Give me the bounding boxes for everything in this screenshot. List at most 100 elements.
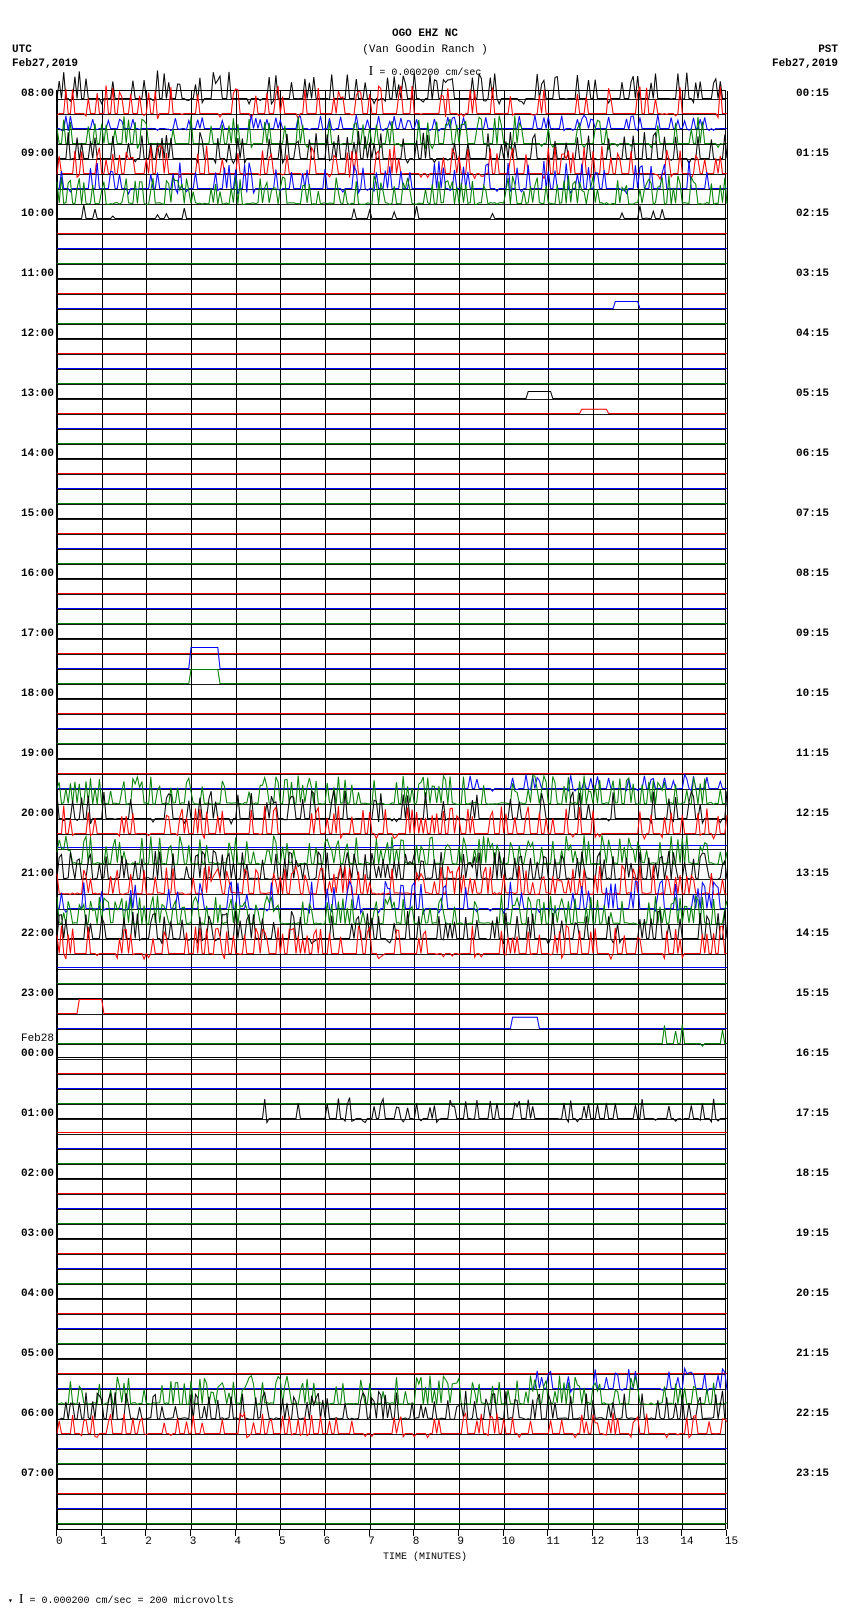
trace-row <box>57 392 727 399</box>
utc-hour-label: 19:00 <box>10 748 54 760</box>
x-tick <box>681 1530 682 1536</box>
x-axis-title: TIME (MINUTES) <box>0 1552 850 1563</box>
trace-row <box>57 205 727 219</box>
pst-hour-label: 07:15 <box>796 508 840 520</box>
x-tick-label: 3 <box>190 1536 191 1548</box>
utc-hour-label: 04:00 <box>10 1288 54 1300</box>
x-tick <box>56 1530 57 1536</box>
pst-hour-label: 00:15 <box>796 88 840 100</box>
utc-hour-label: 20:00 <box>10 808 54 820</box>
pst-hour-label: 18:15 <box>796 1168 840 1180</box>
trace-row <box>57 1391 727 1420</box>
utc-hour-label: 07:00 <box>10 1468 54 1480</box>
trace-row <box>57 806 727 839</box>
utc-hour-label: 17:00 <box>10 628 54 640</box>
trace-row <box>57 1376 727 1405</box>
x-tick-label: 9 <box>457 1536 458 1548</box>
x-tick <box>592 1530 593 1536</box>
utc-hour-label: 12:00 <box>10 328 54 340</box>
footer-scale: ▾ I = 0.000200 cm/sec = 200 microvolts <box>8 1592 234 1608</box>
trace-row <box>57 926 727 959</box>
x-tick-label: 4 <box>234 1536 235 1548</box>
utc-hour-label: 21:00 <box>10 868 54 880</box>
utc-hour-label: 15:00 <box>10 508 54 520</box>
utc-hour-label: 22:00 <box>10 928 54 940</box>
x-tick <box>458 1530 459 1536</box>
utc-hour-label: 23:00 <box>10 988 54 1000</box>
pst-hour-label: 23:15 <box>796 1468 840 1480</box>
trace-row <box>57 1098 727 1123</box>
utc-hour-label: 02:00 <box>10 1168 54 1180</box>
utc-hour-label: 01:00 <box>10 1108 54 1120</box>
pst-hour-label: 20:15 <box>796 1288 840 1300</box>
trace-row <box>57 670 727 684</box>
trace-row <box>57 1000 727 1014</box>
pst-hour-label: 21:15 <box>796 1348 840 1360</box>
x-tick-label: 0 <box>56 1536 57 1548</box>
utc-hour-label: 13:00 <box>10 388 54 400</box>
x-tick <box>413 1530 414 1536</box>
pst-hour-label: 05:15 <box>796 388 840 400</box>
pst-hour-label: 15:15 <box>796 988 840 1000</box>
utc-hour-label: 16:00 <box>10 568 54 580</box>
x-tick <box>235 1530 236 1536</box>
x-tick-label: 12 <box>591 1536 592 1548</box>
station-subtitle: (Van Goodin Ranch ) <box>0 44 850 56</box>
pst-hour-label: 06:15 <box>796 448 840 460</box>
date-right: Feb27,2019 <box>772 58 838 70</box>
trace-row <box>57 648 727 669</box>
trace-row <box>57 1017 727 1028</box>
scale-bar-icon: I <box>19 1592 24 1607</box>
x-tick-label: 7 <box>368 1536 369 1548</box>
seismogram-plot <box>56 90 726 1530</box>
trace-row <box>57 86 727 119</box>
x-tick <box>101 1530 102 1536</box>
scale-bar-icon: I <box>369 64 374 79</box>
x-tick <box>145 1530 146 1536</box>
pst-hour-label: 08:15 <box>796 568 840 580</box>
timezone-right: PST <box>818 44 838 56</box>
x-tick-label: 14 <box>680 1536 681 1548</box>
utc-hour-label: 11:00 <box>10 268 54 280</box>
x-tick <box>369 1530 370 1536</box>
trace-row <box>57 1024 727 1046</box>
pst-hour-label: 04:15 <box>796 328 840 340</box>
date-left: Feb27,2019 <box>12 58 78 70</box>
utc-hour-label: 03:00 <box>10 1228 54 1240</box>
utc-hour-label: 06:00 <box>10 1408 54 1420</box>
trace-row <box>57 409 727 413</box>
x-tick <box>324 1530 325 1536</box>
pst-hour-label: 22:15 <box>796 1408 840 1420</box>
utc-hour-label: 18:00 <box>10 688 54 700</box>
x-tick-label: 1 <box>101 1536 102 1548</box>
x-tick <box>637 1530 638 1536</box>
utc-hour-label: 00:00 <box>10 1048 54 1060</box>
pst-hour-label: 10:15 <box>796 688 840 700</box>
scale-info: I = 0.000200 cm/sec <box>0 64 850 80</box>
pst-hour-label: 13:15 <box>796 868 840 880</box>
seismogram-container: OGO EHZ NC (Van Goodin Ranch ) I = 0.000… <box>0 0 850 1613</box>
x-tick <box>547 1530 548 1536</box>
x-tick-label: 5 <box>279 1536 280 1548</box>
pst-hour-label: 01:15 <box>796 148 840 160</box>
x-tick-label: 13 <box>636 1536 637 1548</box>
trace-row <box>57 851 727 880</box>
x-tick-label: 10 <box>502 1536 503 1548</box>
trace-row <box>57 1368 727 1392</box>
pst-hour-label: 09:15 <box>796 628 840 640</box>
x-tick <box>190 1530 191 1536</box>
x-tick <box>726 1530 727 1536</box>
x-tick <box>503 1530 504 1536</box>
x-tick-label: 8 <box>413 1536 414 1548</box>
pst-hour-label: 19:15 <box>796 1228 840 1240</box>
pst-hour-label: 14:15 <box>796 928 840 940</box>
station-title: OGO EHZ NC <box>0 28 850 40</box>
utc-hour-label: Feb28 <box>10 1033 54 1045</box>
x-tick-label: 6 <box>324 1536 325 1548</box>
trace-row <box>57 175 727 204</box>
x-tick-label: 11 <box>547 1536 548 1548</box>
utc-hour-label: 10:00 <box>10 208 54 220</box>
trace-row <box>57 302 727 309</box>
trace-row <box>57 895 727 925</box>
utc-hour-label: 14:00 <box>10 448 54 460</box>
